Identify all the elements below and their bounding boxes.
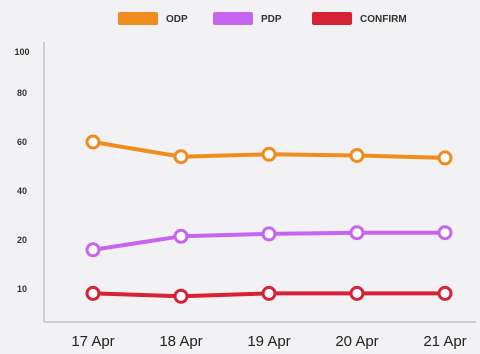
data-point-pdp (437, 225, 453, 241)
data-point-confirm (261, 285, 277, 301)
x-tick-label: 19 Apr (247, 333, 290, 350)
data-point-odp (437, 150, 453, 166)
x-tick-label: 20 Apr (335, 333, 378, 350)
legend-label-odp: ODP (166, 14, 188, 25)
data-point-odp (173, 149, 189, 165)
data-point-odp (85, 134, 101, 150)
y-tick-label: 60 (17, 137, 27, 147)
legend-swatch-confirm (312, 12, 352, 25)
y-tick-label: 100 (14, 47, 29, 57)
data-point-confirm (349, 285, 365, 301)
data-point-pdp (349, 225, 365, 241)
data-point-confirm (173, 288, 189, 304)
legend-label-confirm: CONFIRM (360, 14, 407, 25)
x-tick-label: 18 Apr (159, 333, 202, 350)
x-tick-label: 17 Apr (71, 333, 114, 350)
x-axis-ticks: 17 Apr 18 Apr 19 Apr 20 Apr 21 Apr (71, 333, 466, 350)
data-point-confirm (85, 285, 101, 301)
series-group (85, 134, 453, 304)
data-point-confirm (437, 285, 453, 301)
data-point-odp (261, 146, 277, 162)
legend-label-pdp: PDP (261, 14, 282, 25)
data-point-pdp (261, 226, 277, 242)
data-point-pdp (173, 228, 189, 244)
legend-swatch-pdp (213, 12, 253, 25)
y-tick-label: 40 (17, 186, 27, 196)
legend-swatch-odp (118, 12, 158, 25)
x-tick-label: 21 Apr (423, 333, 466, 350)
y-axis-ticks: 100 80 60 40 20 10 (14, 47, 29, 294)
data-point-pdp (85, 242, 101, 258)
legend: ODP PDP CONFIRM (118, 12, 407, 25)
y-tick-label: 10 (17, 284, 27, 294)
y-tick-label: 80 (17, 88, 27, 98)
data-point-odp (349, 148, 365, 163)
y-tick-label: 20 (17, 235, 27, 245)
